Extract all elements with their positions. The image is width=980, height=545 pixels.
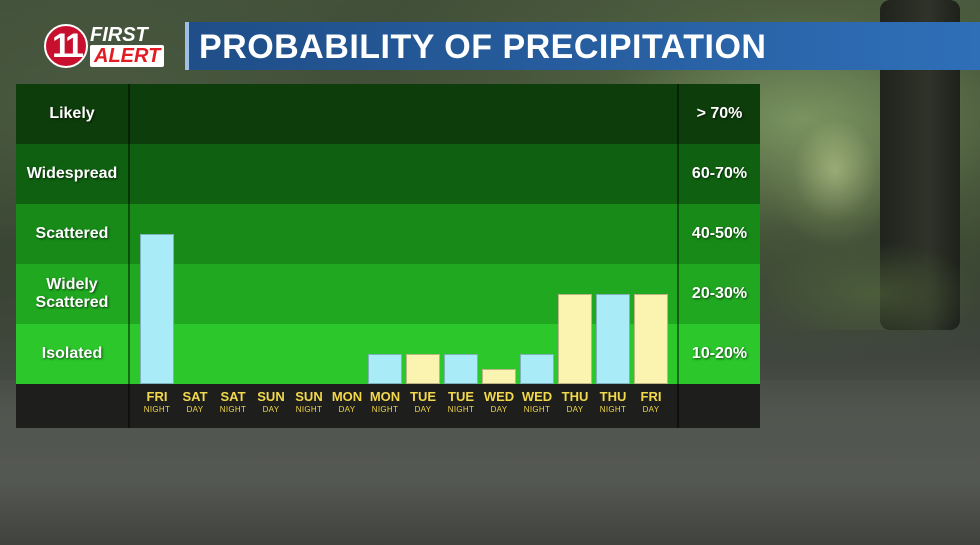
tick-label: MON NIGHT <box>366 389 404 415</box>
tick-day: THU <box>599 389 627 404</box>
pct-label-isolated: 10-20% <box>691 345 748 362</box>
tick-period: NIGHT <box>295 405 323 414</box>
right-divider <box>677 84 679 428</box>
band-label-widely-scattered: Widely Scattered <box>35 276 109 311</box>
bar-tue-day <box>406 354 440 384</box>
tick-day: TUE <box>410 389 436 404</box>
tick-day: MON <box>331 389 363 404</box>
bar-tue-night <box>444 354 478 384</box>
background-plants <box>760 240 980 330</box>
tick-label: SAT NIGHT <box>214 389 252 415</box>
logo-channel-number: 11 <box>52 27 84 65</box>
tick-period: NIGHT <box>447 405 475 414</box>
tick-period: NIGHT <box>143 405 171 414</box>
tick-label: FRI DAY <box>632 389 670 415</box>
tick-day: SUN <box>257 389 285 404</box>
bar-thu-night <box>596 294 630 384</box>
bar-thu-day <box>558 294 592 384</box>
tick-label: THU DAY <box>556 389 594 415</box>
tick-day: THU <box>561 389 589 404</box>
title-banner: PROBABILITY OF PRECIPITATION <box>185 22 980 70</box>
tick-label: THU NIGHT <box>594 389 632 415</box>
pct-label-widely-scattered: 20-30% <box>691 285 748 302</box>
logo-alert-text: ALERT <box>90 45 165 67</box>
tick-period: DAY <box>262 405 280 414</box>
tick-day: WED <box>483 389 515 404</box>
bar-mon-night <box>368 354 402 384</box>
tick-period: DAY <box>414 405 432 414</box>
tick-period: DAY <box>490 405 508 414</box>
band-widespread: Widespread 60-70% <box>16 144 760 204</box>
bar-fri-day <box>634 294 668 384</box>
bar-wed-day <box>482 369 516 384</box>
tick-label: TUE DAY <box>404 389 442 415</box>
tick-period: DAY <box>186 405 204 414</box>
chart-title: PROBABILITY OF PRECIPITATION <box>199 28 767 66</box>
tick-period: NIGHT <box>219 405 247 414</box>
tick-label: WED DAY <box>480 389 518 415</box>
pct-label-scattered: 40-50% <box>691 225 748 242</box>
tick-day: WED <box>521 389 553 404</box>
band-label-scattered: Scattered <box>35 225 109 242</box>
x-axis-strip <box>16 384 760 428</box>
band-label-widespread: Widespread <box>26 165 118 182</box>
tick-label: SAT DAY <box>176 389 214 415</box>
tick-label: FRI NIGHT <box>138 389 176 415</box>
tick-day: TUE <box>448 389 474 404</box>
tick-period: DAY <box>642 405 660 414</box>
bar-wed-night <box>520 354 554 384</box>
tick-label: TUE NIGHT <box>442 389 480 415</box>
tick-period: NIGHT <box>523 405 551 414</box>
tick-day: SAT <box>220 389 246 404</box>
band-likely: Likely > 70% <box>16 84 760 144</box>
left-divider <box>128 84 130 428</box>
pct-label-likely: > 70% <box>696 105 743 122</box>
bar-fri-night <box>140 234 174 384</box>
background-foliage <box>770 90 900 250</box>
logo-first-text: FIRST <box>90 24 148 46</box>
tick-label: MON DAY <box>328 389 366 415</box>
tick-day: FRI <box>146 389 168 404</box>
station-logo: 11 FIRST ALERT <box>44 22 174 70</box>
band-label-isolated: Isolated <box>41 345 103 362</box>
tick-day: FRI <box>640 389 662 404</box>
tick-period: NIGHT <box>599 405 627 414</box>
tick-period: DAY <box>566 405 584 414</box>
tick-label: SUN NIGHT <box>290 389 328 415</box>
logo-circle <box>44 24 88 68</box>
band-label-likely: Likely <box>49 105 95 122</box>
tick-day: SAT <box>182 389 208 404</box>
pct-label-widespread: 60-70% <box>691 165 748 182</box>
tick-period: NIGHT <box>371 405 399 414</box>
precipitation-chart: Likely > 70% Widespread 60-70% Scattered… <box>16 84 760 428</box>
tick-label: SUN DAY <box>252 389 290 415</box>
tick-label: WED NIGHT <box>518 389 556 415</box>
tick-day: SUN <box>295 389 323 404</box>
tick-period: DAY <box>338 405 356 414</box>
tick-day: MON <box>369 389 401 404</box>
